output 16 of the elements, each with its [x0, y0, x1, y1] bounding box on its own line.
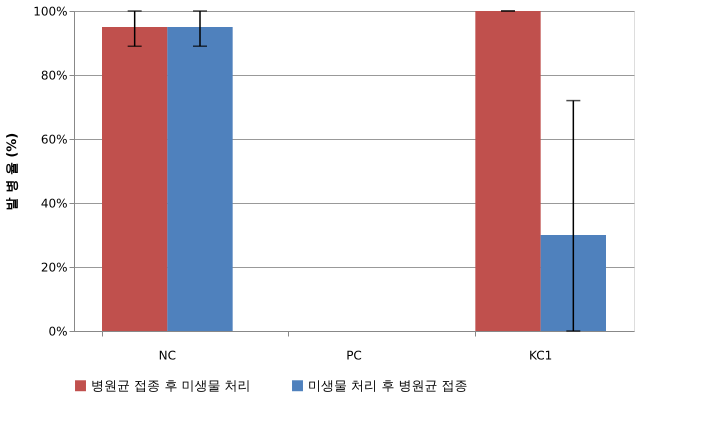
bar	[167, 27, 233, 331]
x-tick-label: KC1	[529, 348, 552, 362]
x-tick-label: NC	[158, 348, 176, 362]
x-tick-label: PC	[346, 348, 362, 362]
y-tick-label: 100%	[33, 4, 68, 18]
y-tick-label: 20%	[40, 260, 68, 274]
y-tick-label: 60%	[40, 132, 68, 146]
bar	[540, 235, 606, 331]
y-tick-label: 0%	[48, 324, 68, 338]
legend-label: 미생물 처리 후 병원균 접종	[308, 378, 468, 394]
y-tick-label: 80%	[40, 68, 68, 82]
bar	[102, 27, 168, 331]
legend-label: 병원균 접종 후 미생물 처리	[91, 378, 251, 394]
y-tick-label: 40%	[40, 196, 68, 210]
y-axis-title: 발 병 율 (%)	[5, 132, 20, 210]
bar	[475, 11, 541, 331]
